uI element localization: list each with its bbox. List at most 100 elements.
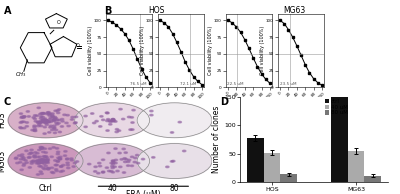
- Circle shape: [56, 119, 59, 121]
- Circle shape: [130, 117, 134, 118]
- Circle shape: [170, 132, 174, 133]
- Text: HOS: HOS: [148, 6, 164, 15]
- Circle shape: [42, 156, 46, 157]
- Circle shape: [20, 117, 23, 118]
- Circle shape: [110, 171, 113, 172]
- Circle shape: [33, 125, 36, 126]
- Circle shape: [20, 169, 23, 171]
- Circle shape: [39, 120, 42, 122]
- Circle shape: [114, 162, 117, 164]
- Circle shape: [22, 127, 26, 129]
- Circle shape: [66, 158, 69, 160]
- Circle shape: [133, 161, 136, 163]
- Circle shape: [182, 150, 186, 152]
- Circle shape: [51, 114, 54, 116]
- Circle shape: [27, 116, 30, 117]
- Circle shape: [20, 121, 24, 123]
- Circle shape: [50, 129, 54, 131]
- Circle shape: [46, 162, 49, 164]
- Circle shape: [172, 160, 175, 162]
- Circle shape: [32, 160, 35, 161]
- Circle shape: [42, 119, 46, 120]
- Circle shape: [49, 117, 52, 119]
- Circle shape: [136, 162, 140, 164]
- Circle shape: [22, 158, 25, 160]
- Circle shape: [84, 126, 87, 128]
- Circle shape: [166, 166, 169, 168]
- Text: 23.5 uM: 23.5 uM: [280, 82, 296, 86]
- Text: 80: 80: [170, 184, 179, 193]
- Circle shape: [25, 126, 28, 127]
- Circle shape: [75, 103, 150, 138]
- Circle shape: [109, 124, 112, 125]
- Circle shape: [38, 124, 41, 125]
- Circle shape: [45, 121, 48, 123]
- Circle shape: [49, 126, 52, 128]
- Circle shape: [128, 159, 131, 161]
- Circle shape: [14, 158, 18, 159]
- Circle shape: [38, 122, 42, 124]
- Circle shape: [48, 115, 51, 116]
- Circle shape: [40, 162, 43, 164]
- Circle shape: [56, 110, 59, 111]
- Text: MG63: MG63: [0, 150, 6, 172]
- Circle shape: [137, 144, 212, 178]
- Circle shape: [40, 162, 44, 163]
- Circle shape: [115, 131, 118, 133]
- Text: O: O: [56, 20, 60, 25]
- Circle shape: [111, 120, 114, 121]
- Y-axis label: Cell viability (100%): Cell viability (100%): [260, 26, 265, 75]
- Circle shape: [41, 121, 45, 123]
- Circle shape: [27, 157, 30, 158]
- Circle shape: [25, 122, 28, 123]
- Circle shape: [56, 161, 60, 162]
- Circle shape: [40, 148, 43, 149]
- Circle shape: [108, 120, 112, 121]
- Text: HOS: HOS: [0, 112, 6, 128]
- Circle shape: [44, 160, 47, 162]
- Circle shape: [124, 158, 128, 160]
- Circle shape: [109, 121, 112, 123]
- Circle shape: [124, 152, 127, 153]
- Circle shape: [44, 160, 47, 162]
- Circle shape: [32, 117, 35, 118]
- Circle shape: [100, 116, 103, 117]
- Circle shape: [57, 122, 60, 124]
- Circle shape: [72, 166, 75, 167]
- Circle shape: [36, 160, 39, 161]
- Circle shape: [41, 161, 44, 163]
- Circle shape: [54, 169, 58, 170]
- Circle shape: [48, 113, 52, 114]
- Circle shape: [51, 116, 54, 117]
- Circle shape: [76, 161, 79, 162]
- Circle shape: [8, 144, 83, 178]
- Circle shape: [47, 169, 50, 170]
- Circle shape: [136, 154, 139, 156]
- Circle shape: [124, 161, 127, 163]
- Circle shape: [63, 114, 66, 116]
- Circle shape: [22, 157, 25, 159]
- Circle shape: [107, 152, 110, 154]
- Circle shape: [43, 126, 46, 128]
- Circle shape: [40, 159, 43, 161]
- Circle shape: [52, 128, 56, 129]
- Circle shape: [25, 150, 28, 152]
- Circle shape: [19, 158, 22, 160]
- Circle shape: [150, 114, 153, 116]
- Circle shape: [132, 109, 135, 111]
- Circle shape: [98, 165, 102, 167]
- Circle shape: [56, 153, 60, 155]
- Circle shape: [66, 164, 70, 166]
- Circle shape: [42, 160, 46, 161]
- Circle shape: [60, 118, 64, 120]
- Circle shape: [106, 120, 109, 122]
- Circle shape: [44, 120, 48, 122]
- Bar: [331, 90, 348, 182]
- Circle shape: [102, 119, 105, 121]
- Circle shape: [22, 117, 25, 119]
- Circle shape: [53, 119, 56, 120]
- Circle shape: [114, 148, 117, 149]
- Circle shape: [53, 116, 56, 118]
- Circle shape: [20, 116, 24, 118]
- Circle shape: [47, 121, 50, 123]
